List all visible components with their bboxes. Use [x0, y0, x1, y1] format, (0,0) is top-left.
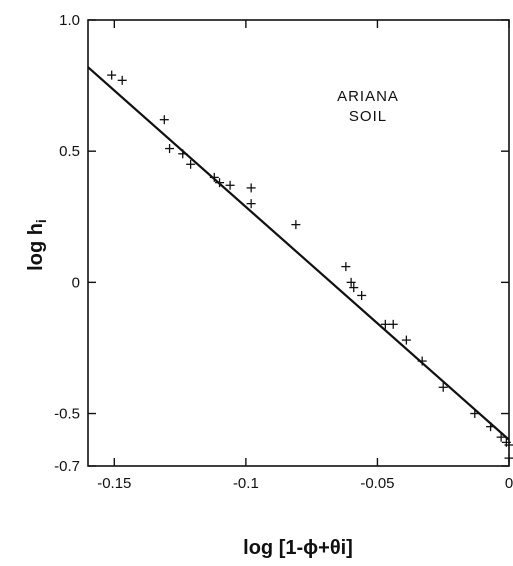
x-tick-label-0: -0.15: [97, 475, 131, 492]
y-tick-label-1: 0.5: [59, 143, 80, 160]
y-axis-title: log hi: [25, 219, 49, 271]
data-points: [107, 71, 513, 463]
data-point: [389, 320, 398, 329]
data-point: [505, 454, 513, 463]
x-axis-title-expression: [1-ϕ+θi]: [279, 537, 353, 559]
data-point: [160, 115, 169, 124]
data-point: [247, 199, 256, 208]
y-axis-title-subscript: i: [33, 219, 49, 223]
data-point: [107, 71, 116, 80]
data-point: [178, 149, 187, 158]
fit-line: [88, 67, 509, 440]
data-point: [486, 422, 495, 431]
data-point: [118, 76, 127, 85]
x-tick-label-1: -0.1: [233, 475, 259, 492]
fit-line-group: [88, 67, 509, 440]
y-axis-title-main: log h: [25, 223, 47, 271]
data-point: [247, 183, 256, 192]
y-tick-label-0: 1.0: [59, 12, 80, 29]
data-point: [357, 291, 366, 300]
x-axis-ticks: -0.15 -0.1 -0.05 0: [97, 20, 513, 492]
y-tick-label-2: 0: [72, 274, 80, 291]
y-tick-label-4: -0.7: [54, 458, 80, 475]
annotation-line-1: ARIANA: [337, 88, 399, 105]
data-point: [418, 357, 427, 366]
x-axis-title-main: log: [243, 537, 273, 559]
y-tick-label-3: -0.5: [54, 406, 80, 423]
data-point: [291, 220, 300, 229]
data-point: [470, 409, 479, 418]
x-tick-label-3: 0: [505, 475, 513, 492]
data-point: [165, 144, 174, 153]
annotation-line-2: SOIL: [349, 108, 387, 125]
x-tick-label-2: -0.05: [360, 475, 394, 492]
x-axis-title: log [1-ϕ+θi]: [243, 537, 353, 559]
data-point: [226, 181, 235, 190]
data-point: [402, 336, 411, 345]
data-point: [341, 262, 350, 271]
plot-frame: [88, 20, 509, 466]
data-point: [497, 433, 506, 442]
